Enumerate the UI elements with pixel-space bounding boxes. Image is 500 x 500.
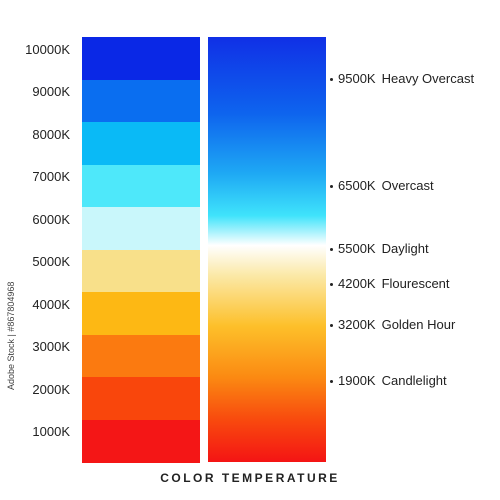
- scale-label-10000k: 10000K: [25, 41, 70, 57]
- scale-label-3000k: 3000K: [32, 339, 70, 355]
- swatch-9000k: [82, 79, 200, 123]
- swatch-8000k: [82, 122, 200, 166]
- swatch-10000k: [82, 37, 200, 81]
- marker-dot-icon: [330, 185, 333, 189]
- marker-kelvin: 6500K: [338, 178, 376, 193]
- marker-name: Overcast: [381, 178, 434, 193]
- swatch-6000k: [82, 207, 200, 251]
- scale-label-8000k: 8000K: [32, 126, 70, 142]
- marker-kelvin: 9500K: [338, 71, 376, 86]
- diagram-title: COLOR TEMPERATURE: [160, 471, 340, 485]
- marker-dot-icon: [330, 78, 333, 82]
- swatch-1000k: [82, 419, 200, 463]
- temperature-gradient-bar: [208, 37, 326, 462]
- marker-name: Candlelight: [381, 373, 447, 388]
- marker-kelvin: 5500K: [338, 241, 376, 256]
- marker-kelvin: 4200K: [338, 276, 376, 291]
- scale-label-5000k: 5000K: [32, 254, 70, 270]
- marker-name: Golden Hour: [381, 317, 456, 332]
- marker-name: Daylight: [381, 241, 429, 256]
- marker-candlelight: 1900K Candlelight: [330, 373, 447, 389]
- scale-label-7000k: 7000K: [32, 169, 70, 185]
- scale-label-4000k: 4000K: [32, 296, 70, 312]
- marker-daylight: 5500K Daylight: [330, 241, 429, 257]
- marker-kelvin: 1900K: [338, 373, 376, 388]
- swatch-7000k: [82, 164, 200, 208]
- marker-overcast: 6500K Overcast: [330, 178, 434, 194]
- marker-flourescent: 4200K Flourescent: [330, 276, 450, 292]
- marker-name: Flourescent: [381, 276, 450, 291]
- marker-dot-icon: [330, 283, 333, 287]
- scale-label-1000k: 1000K: [32, 424, 70, 440]
- scale-label-9000k: 9000K: [32, 84, 70, 100]
- stock-id-watermark: Adobe Stock | #867804968: [6, 281, 16, 390]
- swatch-3000k: [82, 334, 200, 378]
- marker-heavy-overcast: 9500K Heavy Overcast: [330, 71, 474, 87]
- marker-kelvin: 3200K: [338, 317, 376, 332]
- swatch-5000k: [82, 249, 200, 293]
- marker-name: Heavy Overcast: [381, 71, 475, 86]
- marker-dot-icon: [330, 248, 333, 252]
- marker-golden-hour: 3200K Golden Hour: [330, 317, 455, 333]
- marker-dot-icon: [330, 380, 333, 384]
- swatch-2000k: [82, 377, 200, 421]
- scale-label-6000k: 6000K: [32, 211, 70, 227]
- swatch-4000k: [82, 292, 200, 336]
- scale-label-2000k: 2000K: [32, 381, 70, 397]
- marker-dot-icon: [330, 324, 333, 328]
